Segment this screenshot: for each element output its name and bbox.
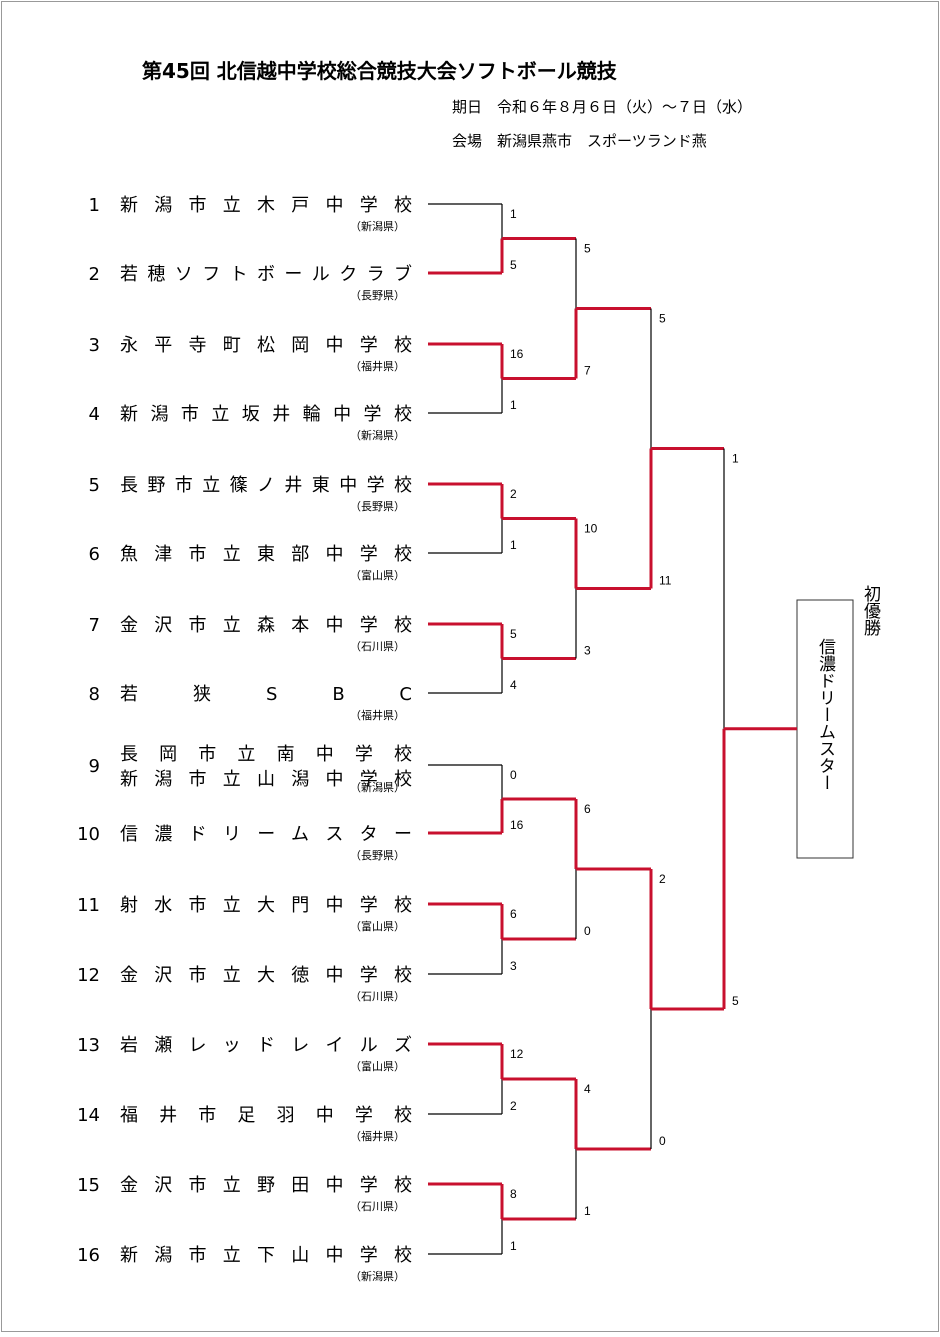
- score: 11: [659, 574, 672, 588]
- champion-name: 信濃ドリームスター: [815, 638, 836, 791]
- champion-label: 初優勝: [860, 585, 881, 637]
- team-pref: （新潟県）: [350, 429, 405, 442]
- team-pref: （富山県）: [350, 920, 405, 933]
- team-number: 10: [77, 824, 100, 845]
- score: 0: [510, 768, 517, 782]
- team-pref: （石川県）: [350, 640, 405, 653]
- team-name: 魚津市立東部中学校: [120, 544, 412, 565]
- team-name: 新潟市立木戸中学校: [120, 195, 412, 216]
- team-pref: （新潟県）: [350, 1270, 405, 1283]
- venue: 会場 新潟県燕市 スポーツランド燕: [452, 132, 707, 150]
- team-number: 13: [77, 1035, 100, 1056]
- score: 10: [584, 522, 598, 536]
- score: 3: [510, 959, 517, 973]
- score: 7: [584, 364, 591, 378]
- team-number: 2: [89, 264, 100, 285]
- team-number: 14: [77, 1105, 100, 1126]
- team-number: 7: [89, 615, 100, 636]
- score: 1: [510, 538, 517, 552]
- team-pref: （富山県）: [350, 569, 405, 582]
- title: 第45回 北信越中学校総合競技大会ソフトボール競技: [142, 59, 618, 83]
- team-number: 5: [89, 475, 100, 496]
- team-name: 射水市立大門中学校: [120, 895, 412, 916]
- team-number: 16: [77, 1245, 100, 1266]
- score: 4: [584, 1082, 591, 1096]
- score: 5: [510, 258, 517, 272]
- score: 5: [732, 994, 739, 1008]
- team-name: 若狭SBC: [120, 684, 412, 705]
- team-pref: （新潟県）: [350, 781, 405, 794]
- team-number: 6: [89, 544, 100, 565]
- team-name: 金沢市立森本中学校: [120, 615, 412, 636]
- team-name: 金沢市立野田中学校: [120, 1175, 412, 1196]
- score: 1: [510, 398, 517, 412]
- score: 5: [584, 242, 591, 256]
- team-number: 12: [77, 965, 100, 986]
- team-pref: （福井県）: [350, 708, 405, 722]
- team-name: 新潟市立山潟中学校: [120, 769, 412, 790]
- team-pref: （富山県）: [350, 1060, 405, 1073]
- team-pref: （長野県）: [350, 849, 405, 862]
- score: 8: [510, 1187, 517, 1201]
- team-pref: （福井県）: [350, 1129, 405, 1143]
- score: 2: [510, 487, 517, 501]
- score: 0: [659, 1134, 666, 1148]
- score: 5: [510, 627, 517, 641]
- team-name: 長野市立篠ノ井東中学校: [120, 475, 412, 496]
- score: 1: [510, 1239, 517, 1253]
- team-pref: （石川県）: [350, 1200, 405, 1213]
- team-number: 11: [77, 895, 100, 916]
- team-name: 新潟市立坂井輪中学校: [120, 404, 412, 425]
- score: 16: [510, 818, 524, 832]
- team-pref: （石川県）: [350, 990, 405, 1003]
- score: 6: [584, 802, 591, 816]
- team-name: 金沢市立大徳中学校: [120, 965, 412, 986]
- team-name: 信濃ドリームスター: [120, 824, 412, 845]
- bracket: [428, 203, 797, 1255]
- team-pref: （福井県）: [350, 359, 405, 373]
- champion-box: [796, 599, 854, 859]
- score: 6: [510, 907, 517, 921]
- team-name: 岩瀬レッドレイルズ: [120, 1035, 412, 1056]
- score: 2: [510, 1099, 517, 1113]
- team-name: 永平寺町松岡中学校: [120, 335, 412, 356]
- score: 12: [510, 1047, 524, 1061]
- team-number: 3: [89, 335, 100, 356]
- score: 4: [510, 678, 517, 692]
- team-pref: （長野県）: [350, 500, 405, 513]
- score: 1: [584, 1204, 591, 1218]
- score: 0: [584, 924, 591, 938]
- score: 1: [732, 452, 739, 466]
- team-name: 若穂ソフトボールクラブ: [120, 263, 412, 285]
- score: 5: [659, 312, 666, 326]
- score: 16: [510, 347, 524, 361]
- team-number: 15: [77, 1175, 100, 1196]
- team-number: 8: [89, 684, 100, 705]
- team-pref: （長野県）: [350, 289, 405, 302]
- team-number: 4: [89, 404, 100, 425]
- score: 3: [584, 644, 591, 658]
- score: 2: [659, 872, 666, 886]
- date: 期日 令和６年８月６日（火）～７日（水）: [452, 98, 752, 116]
- team-number: 9: [89, 756, 100, 777]
- team-name: 新潟市立下山中学校: [120, 1245, 412, 1266]
- team-name: 長岡市立南中学校: [120, 744, 412, 765]
- team-name: 福井市足羽中学校: [120, 1105, 412, 1126]
- score: 1: [510, 207, 517, 221]
- team-number: 1: [89, 195, 100, 216]
- team-pref: （新潟県）: [350, 220, 405, 233]
